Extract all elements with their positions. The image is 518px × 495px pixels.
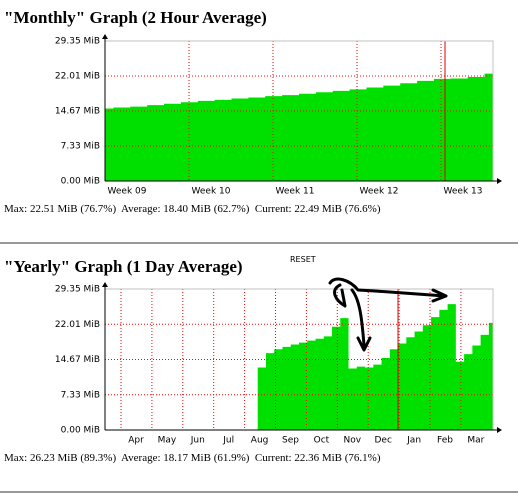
x-tick-label: Aug	[251, 436, 269, 446]
annotation: RESET	[290, 255, 316, 264]
scribble	[328, 277, 447, 298]
area	[105, 73, 493, 181]
x-tick-label: Week 10	[192, 187, 231, 197]
stats-line: Max: 22.51 MiB (76.7%) Average: 18.40 Mi…	[4, 203, 381, 215]
area	[257, 304, 493, 430]
y-tick-label: 29.35 MiB	[55, 37, 100, 47]
y-tick-label: 29.35 MiB	[55, 285, 100, 295]
scribble	[333, 283, 347, 308]
x-tick-label: Jan	[406, 436, 421, 446]
x-tick-label: Week 12	[360, 187, 399, 197]
x-tick-label: Jun	[190, 436, 205, 446]
axis-arrow	[102, 34, 108, 39]
axis-arrow	[497, 427, 502, 433]
x-tick-label: Mar	[467, 436, 484, 446]
y-tick-label: 22.01 MiB	[55, 320, 100, 330]
x-tick-label: Week 11	[276, 187, 315, 197]
y-tick-label: 7.33 MiB	[61, 142, 100, 152]
x-tick-label: Feb	[437, 436, 453, 446]
scribble	[431, 288, 448, 303]
y-tick-label: 0.00 MiB	[61, 426, 100, 436]
x-tick-label: Apr	[128, 436, 144, 446]
axis-arrow	[497, 178, 502, 184]
x-tick-label: May	[158, 436, 177, 446]
y-tick-label: 14.67 MiB	[55, 107, 100, 117]
axis-arrow	[102, 282, 108, 287]
scribble	[350, 288, 366, 347]
y-tick-label: 22.01 MiB	[55, 72, 100, 82]
y-tick-label: 7.33 MiB	[61, 390, 100, 400]
stats-line: Max: 26.23 MiB (89.3%) Average: 18.17 Mi…	[4, 452, 381, 464]
scribble	[356, 336, 372, 352]
chart-title: "Monthly" Graph (2 Hour Average)	[4, 8, 267, 27]
y-tick-label: 0.00 MiB	[61, 177, 100, 187]
chart-title: "Yearly" Graph (1 Day Average)	[4, 257, 243, 276]
x-tick-label: Jul	[222, 436, 234, 446]
x-tick-label: Week 13	[444, 187, 483, 197]
x-tick-label: Week 09	[108, 187, 147, 197]
x-tick-label: Dec	[374, 436, 391, 446]
x-tick-label: Sep	[282, 436, 299, 446]
x-tick-label: Nov	[344, 436, 362, 446]
x-tick-label: Oct	[314, 436, 330, 446]
y-tick-label: 14.67 MiB	[55, 355, 100, 365]
